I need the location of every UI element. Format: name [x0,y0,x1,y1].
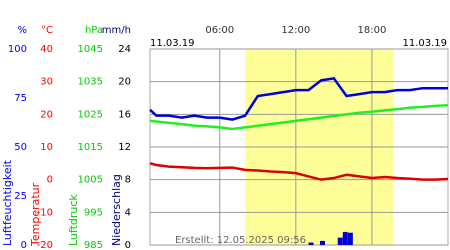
axis-unit: mm/h [102,25,131,36]
y-tick-label: 10 [40,142,53,153]
y-tick-label: 75 [14,93,27,104]
axis-title: Luftdruck [67,194,80,246]
y-tick-label: 1025 [78,109,103,120]
y-tick-label: -10 [37,207,53,218]
axis-title: Niederschlag [110,174,123,246]
y-tick-label: -20 [37,240,53,250]
y-tick-label: 985 [84,240,103,250]
axis-unit: °C [41,25,53,36]
y-tick-label: 100 [8,44,27,55]
axis-title: Luftfeuchtigkeit [1,159,14,246]
y-tick-label: 40 [40,44,53,55]
rain-bar [347,232,353,245]
axis-title: Temperatur [29,182,42,247]
date-left: 11.03.19 [150,38,195,49]
y-tick-label: 0 [47,175,53,186]
y-tick-label: 20 [118,77,131,88]
rain-bar [308,242,314,245]
y-tick-label: 8 [125,175,131,186]
y-tick-label: 4 [125,207,131,218]
footer: Erstellt: 12.05.2025 09:56 [175,235,306,246]
y-tick-label: 20 [40,109,53,120]
y-tick-label: 50 [14,142,27,153]
y-tick-label: 0 [21,240,27,250]
y-tick-label: 1005 [78,175,103,186]
y-tick-label: 1045 [78,44,103,55]
x-tick-label: 06:00 [205,25,234,36]
y-tick-label: 16 [118,109,131,120]
y-tick-label: 1035 [78,77,103,88]
y-tick-label: 0 [125,240,131,250]
y-tick-label: 12 [118,142,131,153]
y-tick-label: 24 [118,44,131,55]
series-line [149,77,448,121]
y-tick-label: 30 [40,77,53,88]
rain-bar [337,237,343,245]
y-tick-label: 25 [14,191,27,202]
series-line [149,162,449,181]
date-right: 11.03.19 [402,38,447,49]
series-line [149,103,449,131]
axis-unit: hPa [85,25,103,36]
rain-bar [342,231,348,245]
rain-bar [319,240,325,245]
x-tick-label: 18:00 [358,25,387,36]
y-tick-label: 1015 [78,142,103,153]
x-tick-label: 12:00 [281,25,310,36]
y-tick-label: 995 [84,207,103,218]
axis-unit: % [17,25,27,36]
